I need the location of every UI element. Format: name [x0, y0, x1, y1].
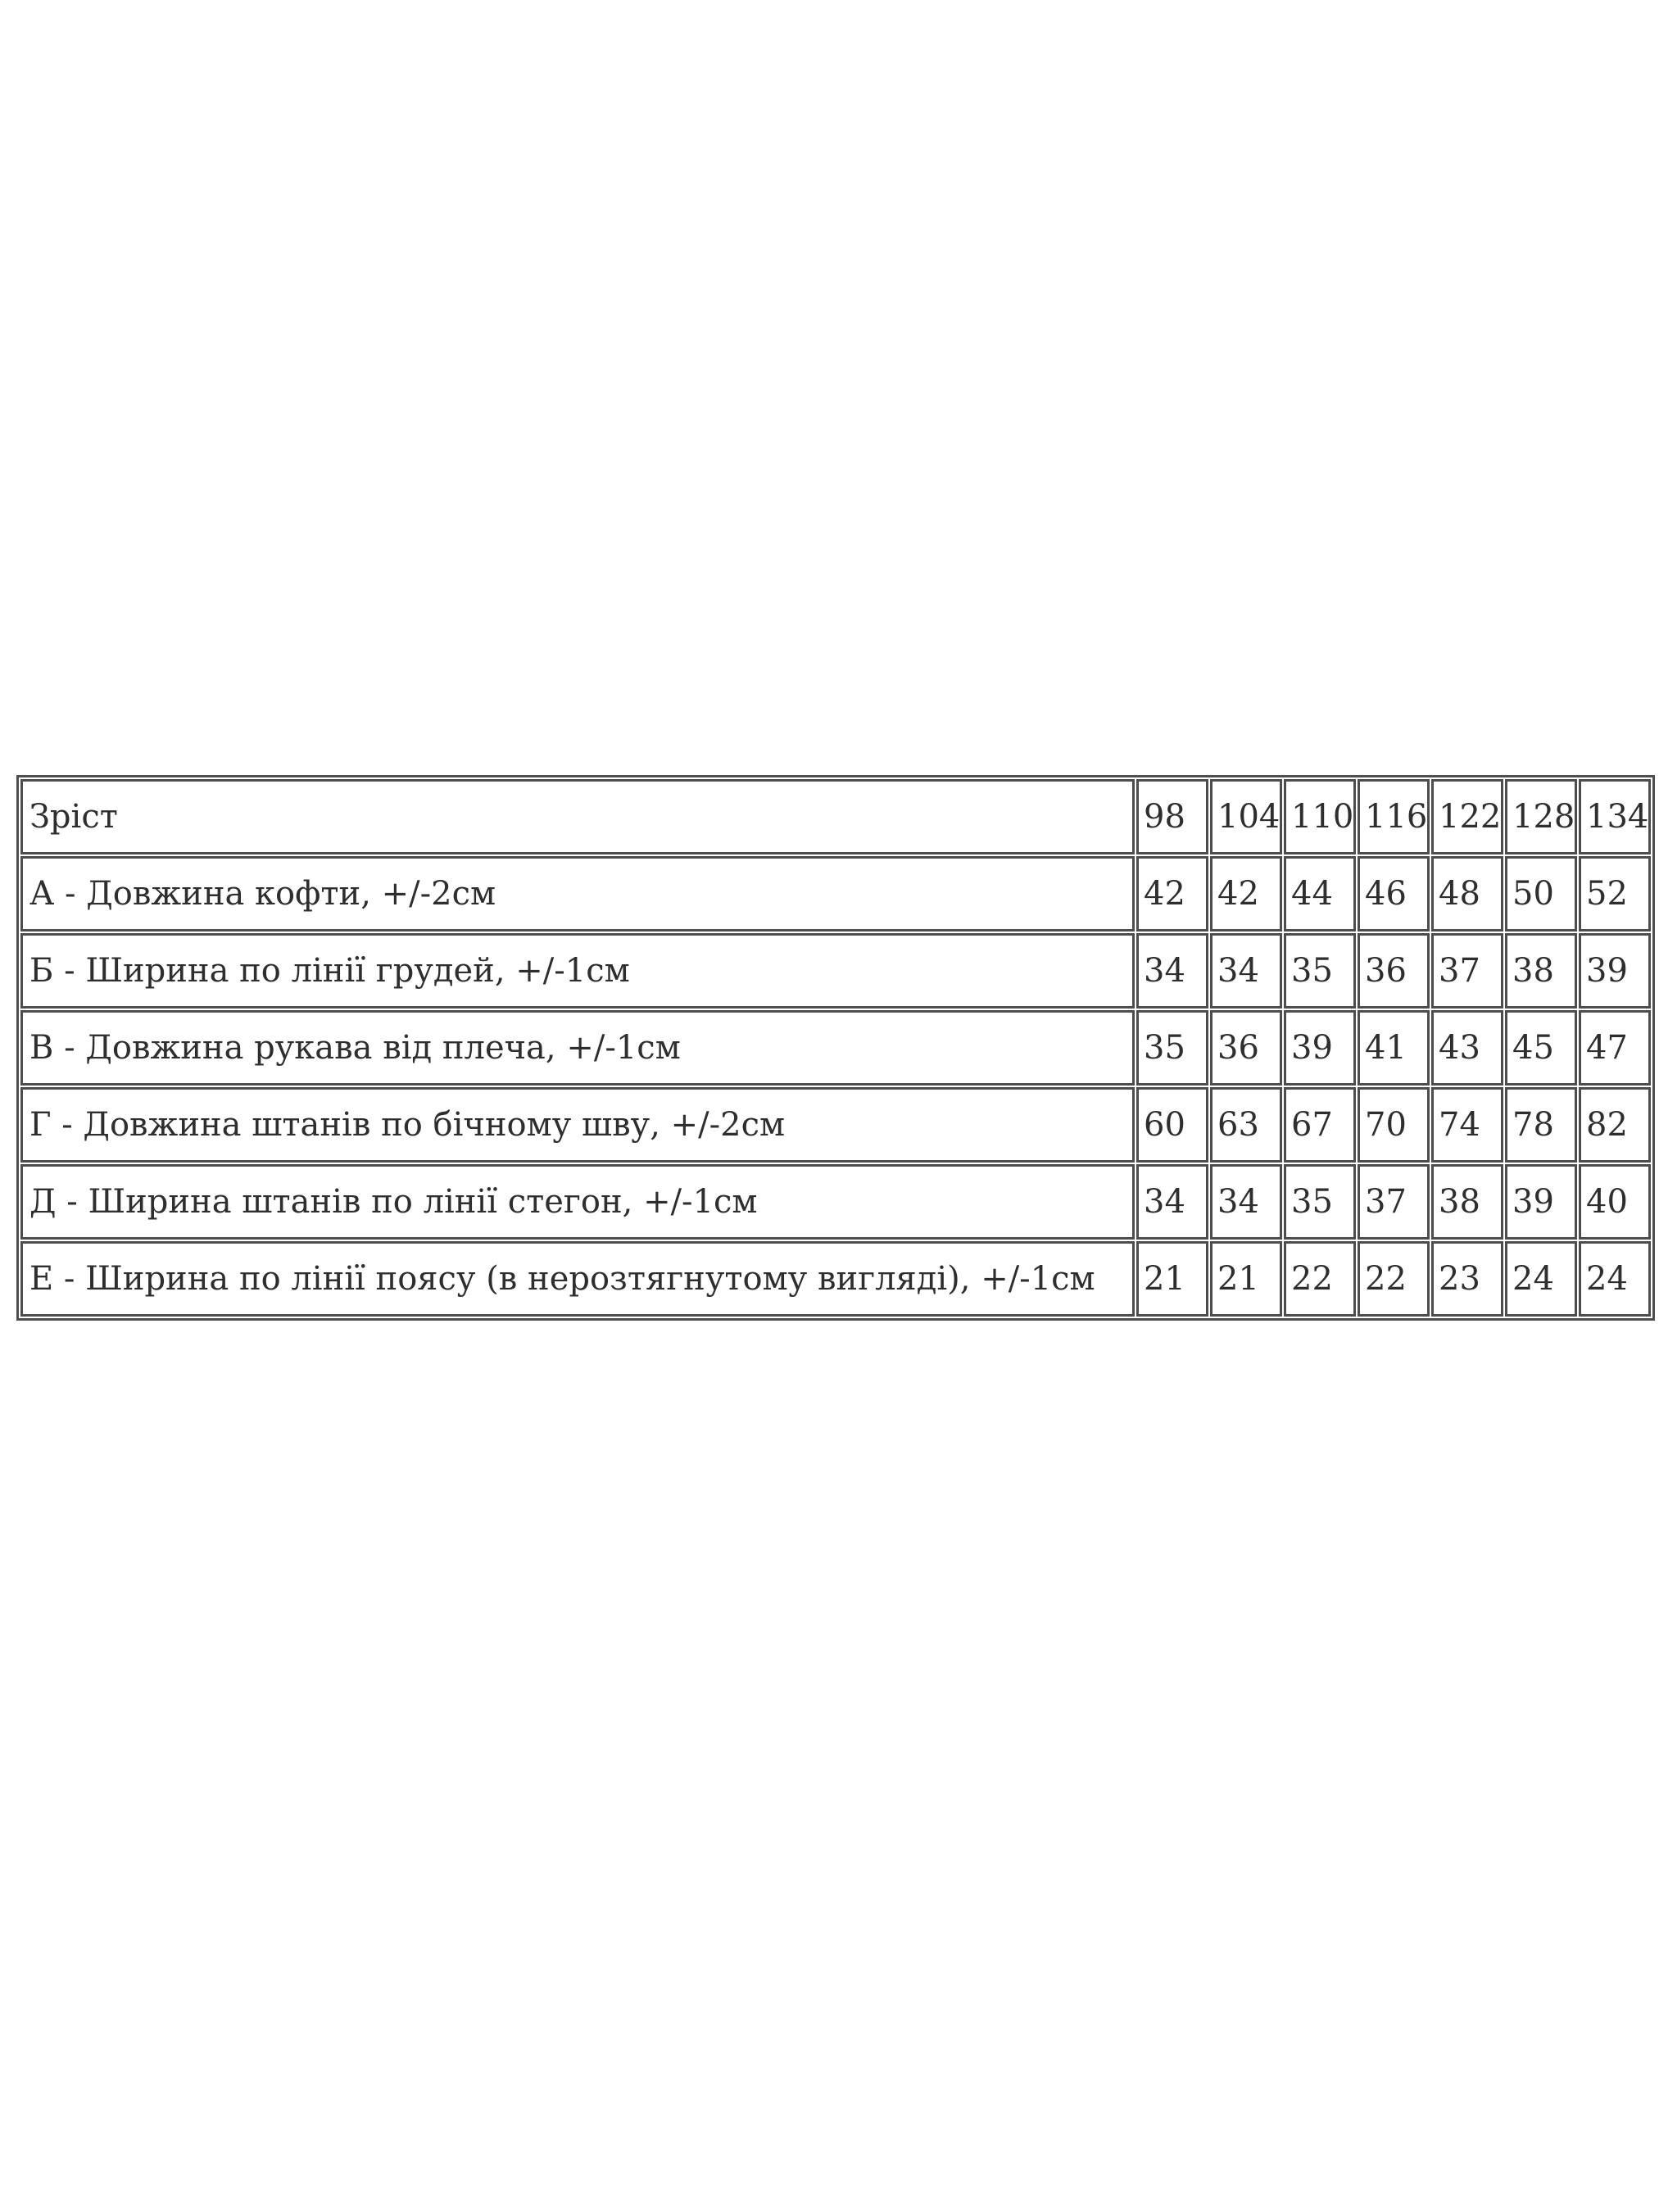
- table-row: Б - Ширина по лінії грудей, +/-1см 34 34…: [20, 933, 1651, 1009]
- size-value: 23: [1431, 1241, 1503, 1317]
- size-value: 47: [1579, 1010, 1651, 1086]
- table-row: Г - Довжина штанів по бічному шву, +/-2с…: [20, 1087, 1651, 1163]
- header-size: 116: [1358, 779, 1430, 854]
- row-label: Г - Довжина штанів по бічному шву, +/-2с…: [20, 1087, 1135, 1163]
- size-value: 52: [1579, 856, 1651, 931]
- size-value: 82: [1579, 1087, 1651, 1163]
- row-label: Д - Ширина штанів по лінії стегон, +/-1с…: [20, 1164, 1135, 1240]
- size-value: 41: [1358, 1010, 1430, 1086]
- size-value: 24: [1505, 1241, 1577, 1317]
- size-value: 42: [1136, 856, 1208, 931]
- size-value: 63: [1210, 1087, 1282, 1163]
- size-value: 39: [1505, 1164, 1577, 1240]
- size-value: 37: [1358, 1164, 1430, 1240]
- row-label: А - Довжина кофти, +/-2см: [20, 856, 1135, 931]
- size-value: 45: [1505, 1010, 1577, 1086]
- size-value: 74: [1431, 1087, 1503, 1163]
- size-value: 35: [1284, 933, 1356, 1009]
- header-row: Зріст 98 104 110 116 122 128 134: [20, 779, 1651, 854]
- size-value: 35: [1284, 1164, 1356, 1240]
- header-size: 98: [1136, 779, 1208, 854]
- row-label: Е - Ширина по лінії поясу (в нерозтягнут…: [20, 1241, 1135, 1317]
- size-value: 22: [1284, 1241, 1356, 1317]
- size-value: 34: [1136, 1164, 1208, 1240]
- size-value: 38: [1505, 933, 1577, 1009]
- table-row: А - Довжина кофти, +/-2см 42 42 44 46 48…: [20, 856, 1651, 931]
- size-value: 39: [1579, 933, 1651, 1009]
- size-value: 37: [1431, 933, 1503, 1009]
- size-value: 34: [1210, 1164, 1282, 1240]
- size-value: 48: [1431, 856, 1503, 931]
- header-label: Зріст: [20, 779, 1135, 854]
- size-value: 67: [1284, 1087, 1356, 1163]
- size-value: 40: [1579, 1164, 1651, 1240]
- size-value: 60: [1136, 1087, 1208, 1163]
- size-value: 50: [1505, 856, 1577, 931]
- size-value: 21: [1136, 1241, 1208, 1317]
- size-value: 38: [1431, 1164, 1503, 1240]
- size-value: 36: [1210, 1010, 1282, 1086]
- header-size: 128: [1505, 779, 1577, 854]
- table-row: Д - Ширина штанів по лінії стегон, +/-1с…: [20, 1164, 1651, 1240]
- size-value: 24: [1579, 1241, 1651, 1317]
- size-value: 42: [1210, 856, 1282, 931]
- size-value: 70: [1358, 1087, 1430, 1163]
- header-size: 134: [1579, 779, 1651, 854]
- row-label: Б - Ширина по лінії грудей, +/-1см: [20, 933, 1135, 1009]
- size-chart-table: Зріст 98 104 110 116 122 128 134 А - Дов…: [16, 775, 1655, 1321]
- size-value: 43: [1431, 1010, 1503, 1086]
- size-value: 22: [1358, 1241, 1430, 1317]
- size-value: 46: [1358, 856, 1430, 931]
- row-label: В - Довжина рукава від плеча, +/-1см: [20, 1010, 1135, 1086]
- table-row: В - Довжина рукава від плеча, +/-1см 35 …: [20, 1010, 1651, 1086]
- size-value: 34: [1136, 933, 1208, 1009]
- size-value: 35: [1136, 1010, 1208, 1086]
- size-value: 39: [1284, 1010, 1356, 1086]
- header-size: 104: [1210, 779, 1282, 854]
- header-size: 110: [1284, 779, 1356, 854]
- table-row: Е - Ширина по лінії поясу (в нерозтягнут…: [20, 1241, 1651, 1317]
- size-value: 78: [1505, 1087, 1577, 1163]
- size-value: 36: [1358, 933, 1430, 1009]
- size-value: 34: [1210, 933, 1282, 1009]
- header-size: 122: [1431, 779, 1503, 854]
- size-value: 21: [1210, 1241, 1282, 1317]
- size-value: 44: [1284, 856, 1356, 931]
